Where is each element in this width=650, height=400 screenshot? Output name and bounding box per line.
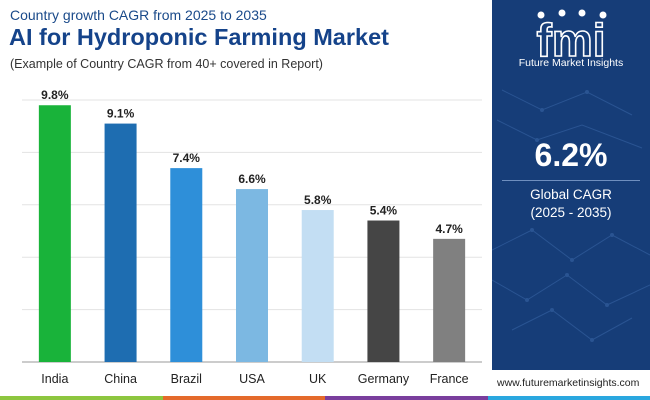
data-label-china: 9.1% [107,107,135,121]
website-link[interactable]: www.futuremarketinsights.com [497,377,640,389]
chart-header: Country growth CAGR from 2025 to 2035 AI… [0,0,492,80]
global-cagr-label: Global CAGR [530,187,612,202]
data-label-germany: 5.4% [370,204,398,218]
bar-india [38,105,71,363]
x-tick-label-germany: Germany [358,372,410,386]
x-tick-label-uk: UK [309,372,327,386]
global-cagr-value: 6.2% [534,137,608,173]
data-label-brazil: 7.4% [173,151,201,165]
chart-subtitle: Country growth CAGR from 2025 to 2035 [10,7,267,23]
global-cagr-period: (2025 - 2035) [530,205,612,220]
brand-name: Future Market Insights [518,57,624,69]
bar-chart: 9.8% India 9.1% China 7.4% Brazil 6.6% USA 5.8% U… [0,80,492,400]
cagr-divider [502,180,640,181]
data-label-france: 4.7% [435,222,463,236]
bar-uk [301,210,334,362]
footer-bar-segment-3 [325,396,488,400]
data-label-india: 9.8% [41,88,69,102]
footer-bar-segment-2 [162,396,325,400]
bar-china [104,123,137,362]
fmi-logo-glyphs: fmi [537,14,606,66]
footer-bar-segment-1 [0,396,163,400]
footer-bar-segment-4 [487,396,650,400]
x-tick-label-brazil: Brazil [171,372,202,386]
x-tick-label-france: France [430,372,469,386]
fmi-logo: fmi [536,9,607,67]
x-tick-label-usa: USA [239,372,265,386]
bar-germany [367,220,400,362]
data-label-usa: 6.6% [238,172,266,186]
x-tick-label-india: India [41,372,68,386]
chart-note: (Example of Country CAGR from 40+ covere… [10,57,323,71]
global-cagr-panel: fmi Future Market Insights 6.2% Global C… [492,0,650,370]
footer-color-bar [0,396,650,400]
bar-chart-svg: 9.8% India 9.1% China 7.4% Brazil 6.6% USA 5.8% U… [22,88,482,386]
x-tick-label-china: China [104,372,137,386]
panel-pattern-decoration [492,89,650,342]
bar-france [433,238,466,362]
bar-usa [236,189,268,362]
chart-title: AI for Hydroponic Farming Market [9,24,389,50]
data-label-uk: 5.8% [304,193,332,207]
bar-brazil [170,168,203,362]
